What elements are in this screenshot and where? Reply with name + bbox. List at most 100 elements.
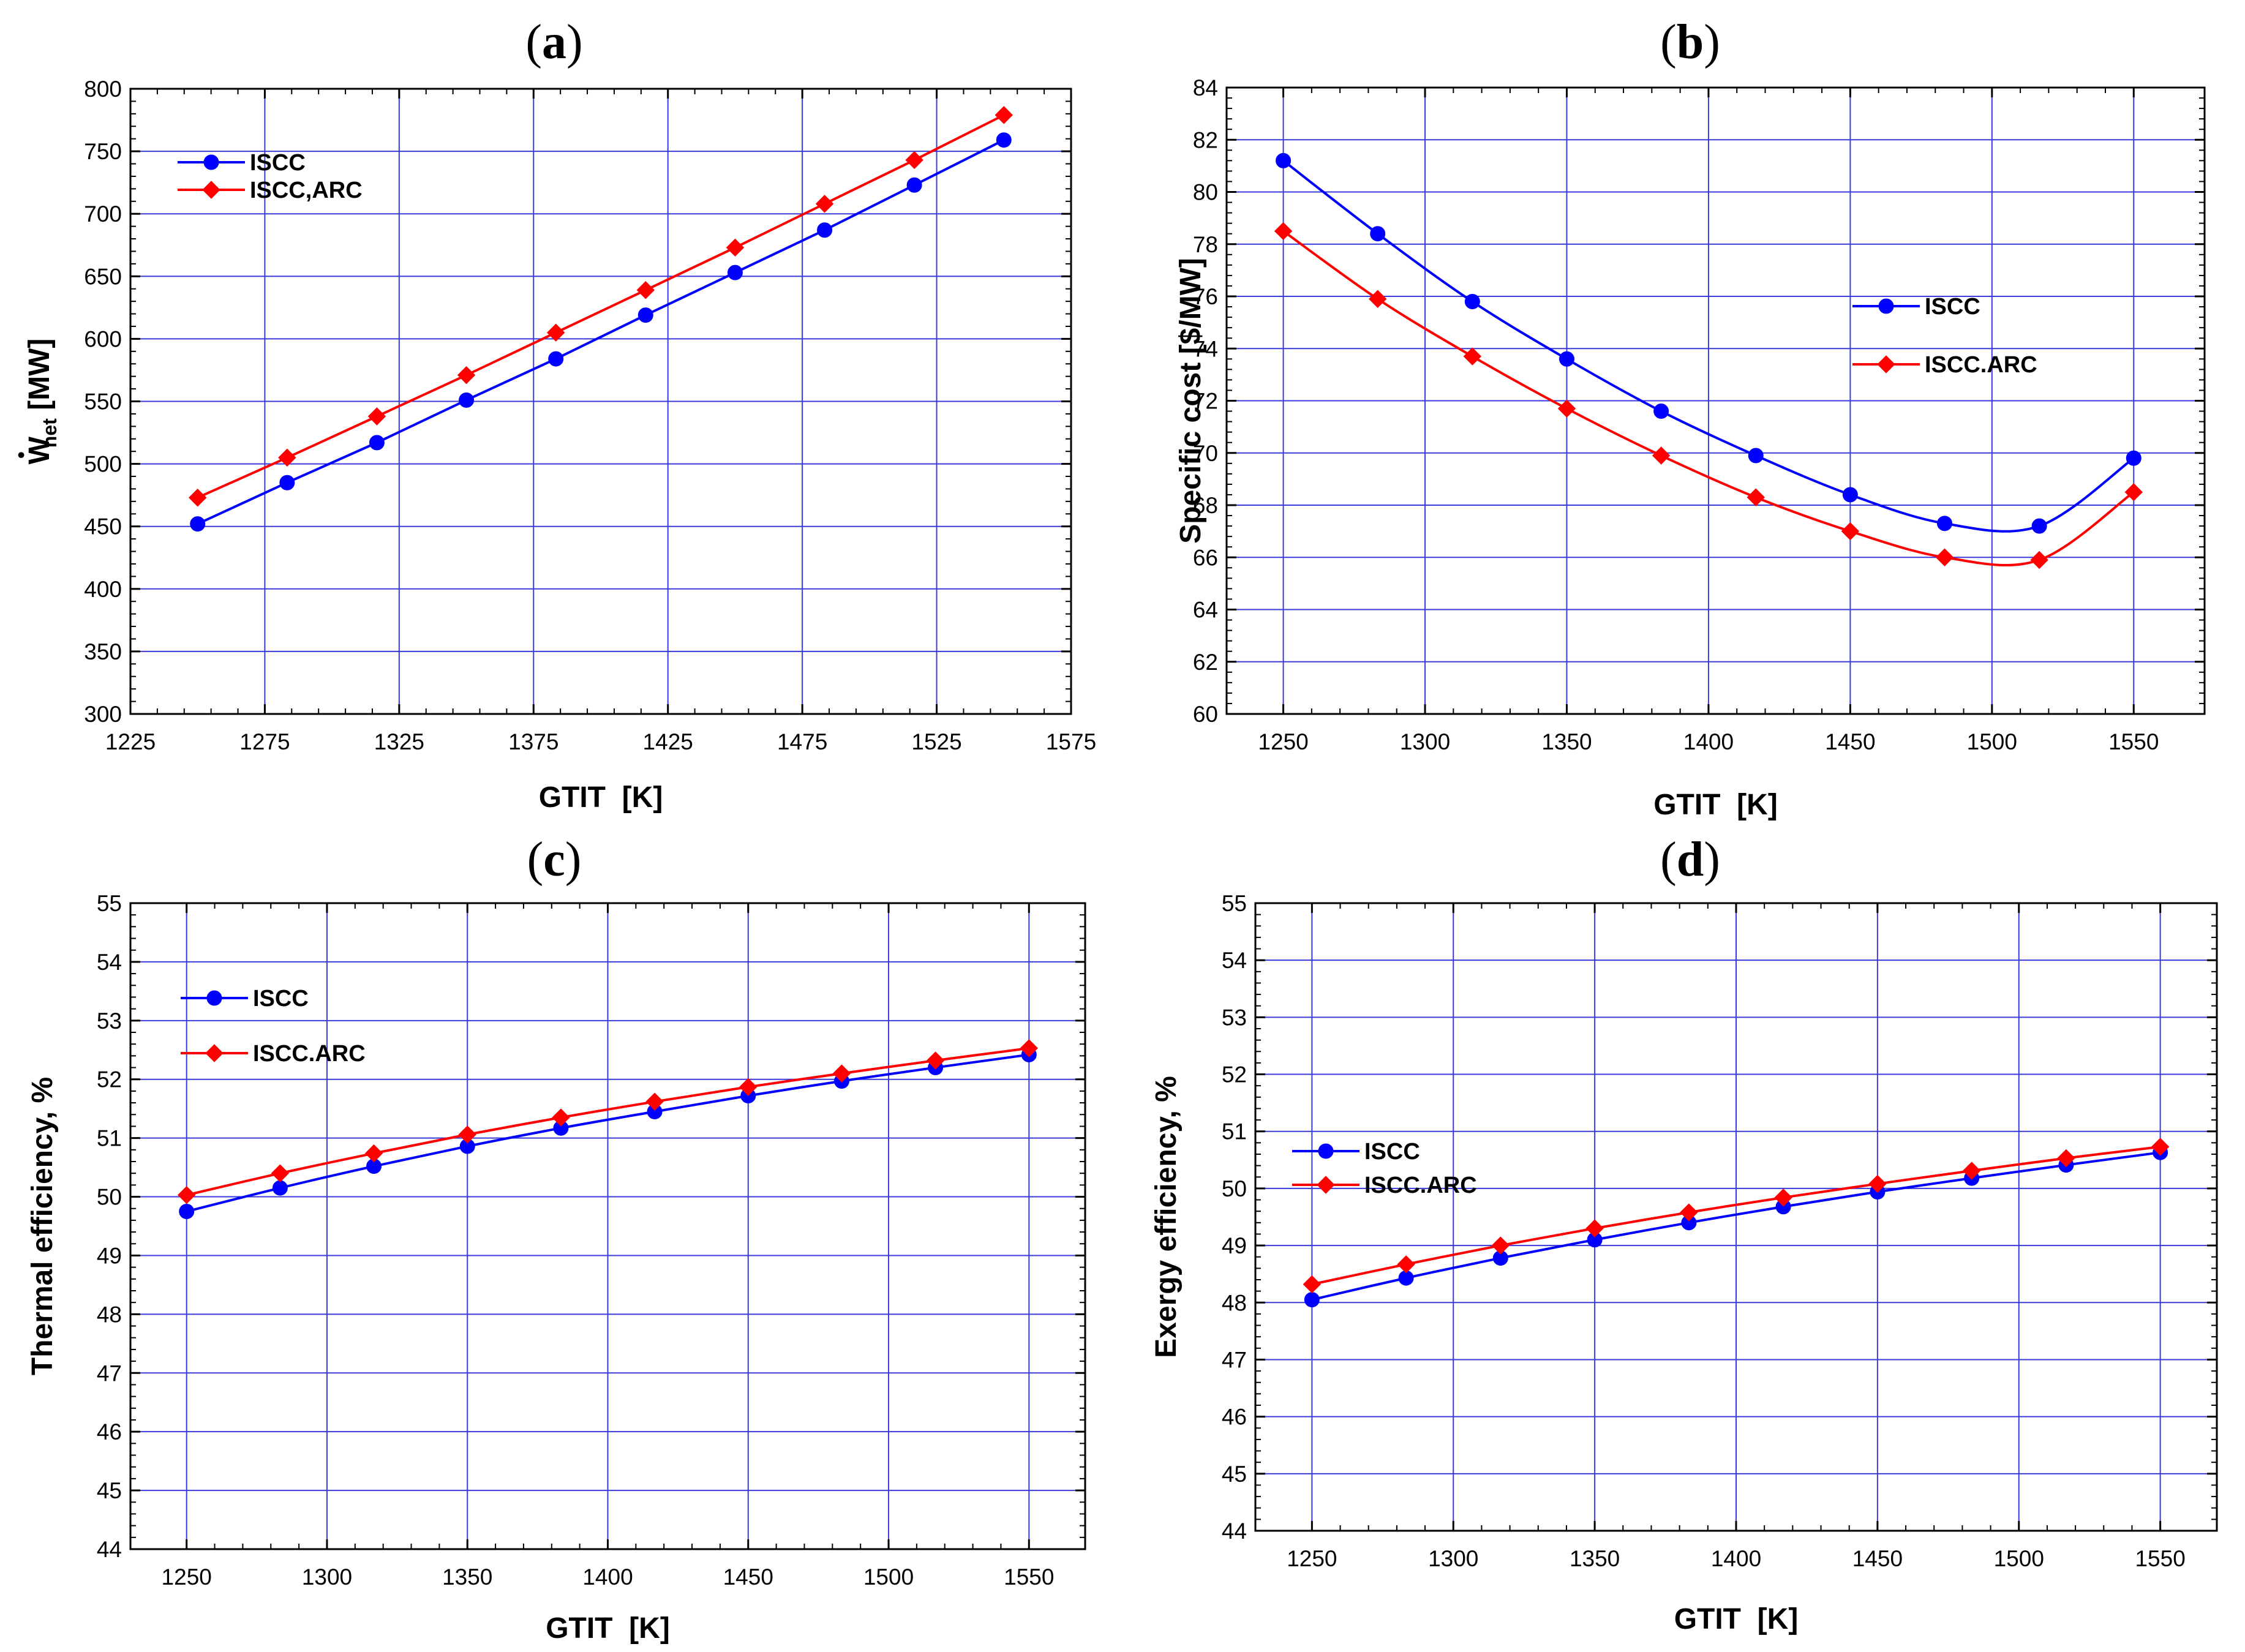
y-tick-label: 55	[97, 891, 122, 916]
grid-lines	[1255, 903, 2217, 1531]
data-point	[832, 1064, 851, 1083]
y-tick-label: 52	[1222, 1062, 1247, 1087]
y-tick-label: 700	[84, 201, 122, 227]
data-point	[552, 1108, 570, 1127]
panel-label: (d)	[1660, 833, 1720, 887]
data-point	[1276, 152, 1292, 168]
x-tick-label: 1500	[863, 1564, 914, 1590]
data-point	[1303, 1275, 1322, 1294]
legend-marker	[1877, 355, 1895, 374]
data-point	[1653, 404, 1669, 419]
data-point	[2124, 482, 2143, 501]
x-tick-label: 1400	[1711, 1546, 1761, 1571]
x-tick-label: 1425	[643, 729, 693, 754]
y-tick-label: 53	[97, 1008, 122, 1034]
series-line	[186, 1053, 1029, 1213]
x-tick-label: 1325	[374, 729, 424, 754]
data-point	[1559, 351, 1574, 367]
data-point	[905, 151, 923, 170]
data-point	[1774, 1188, 1792, 1207]
data-point	[2126, 450, 2142, 466]
y-tick-label: 350	[84, 639, 122, 664]
x-tick-label: 1475	[777, 729, 827, 754]
data-point	[278, 448, 296, 467]
y-tick-label: 78	[1193, 232, 1218, 257]
data-point	[1370, 226, 1386, 242]
y-tick-label: 54	[1222, 948, 1247, 973]
data-point	[637, 307, 653, 323]
y-tick-label: 45	[1222, 1462, 1247, 1487]
data-point	[1369, 290, 1387, 308]
y-axis-title: Thermal efficiency, %	[26, 1077, 59, 1375]
series-iscc	[1276, 152, 2142, 534]
data-point	[1937, 516, 1953, 531]
data-point	[189, 489, 207, 507]
y-tick-label: 51	[1222, 1119, 1247, 1144]
data-point	[906, 177, 922, 193]
data-point	[1557, 399, 1576, 418]
data-point	[369, 435, 385, 451]
legend-marker	[1317, 1176, 1335, 1194]
y-tick-label: 53	[1222, 1005, 1247, 1030]
x-tick-label: 1450	[1852, 1546, 1903, 1571]
data-point	[190, 516, 206, 532]
legend-label: ISCC	[1364, 1139, 1420, 1165]
legend-marker	[1878, 298, 1894, 314]
y-tick-label: 52	[97, 1067, 122, 1092]
y-tick-label: 650	[84, 264, 122, 289]
legend-entry: ISCC.ARC	[1852, 352, 2037, 378]
y-tick-label: 500	[84, 452, 122, 477]
panel-label: (a)	[525, 15, 582, 69]
data-point	[459, 392, 475, 408]
data-point	[1585, 1219, 1604, 1237]
y-tick-label: 800	[84, 77, 122, 102]
y-tick-label: 51	[97, 1126, 122, 1151]
x-tick-label: 1500	[1994, 1546, 2044, 1571]
legend-label: ISCC.ARC	[1364, 1173, 1477, 1198]
data-point	[926, 1051, 945, 1070]
data-point	[1274, 222, 1293, 241]
legend-entry: ISCC	[1292, 1139, 1420, 1165]
data-point	[547, 323, 565, 342]
data-point	[726, 238, 745, 257]
panel-label: (b)	[1660, 15, 1720, 69]
panel-d: (d) 1250 1300 1350 1400 1450 1500 1550 44 45 46 47 4…	[1150, 833, 2218, 1635]
y-tick-label: 76	[1193, 284, 1218, 309]
data-point	[1841, 522, 1860, 541]
y-tick-label: 62	[1193, 650, 1218, 675]
legend-marker	[205, 1044, 224, 1062]
x-tick-label: 1525	[911, 729, 961, 754]
x-tick-label: 1575	[1046, 729, 1096, 754]
x-axis-title: GTIT [K]	[539, 781, 663, 814]
series-iscc-arc	[1274, 222, 2143, 569]
x-tick-label: 1375	[508, 729, 558, 754]
data-point	[1935, 548, 1954, 566]
data-point	[2057, 1149, 2075, 1168]
grid-lines	[130, 903, 1085, 1549]
series-line	[1311, 1151, 2160, 1301]
y-tick-label: 50	[97, 1185, 122, 1210]
data-point	[457, 366, 476, 385]
data-point	[1463, 347, 1482, 366]
y-axis-title: W•net [MW]	[10, 339, 61, 465]
data-point	[1491, 1236, 1510, 1255]
y-axis-title: Exergy efficiency, %	[1150, 1076, 1183, 1358]
series-iscc-arc	[177, 1039, 1039, 1204]
y-tick-label: 750	[84, 139, 122, 164]
data-point	[272, 1180, 288, 1196]
y-tick-label: 50	[1222, 1176, 1247, 1201]
x-tick-label: 1275	[239, 729, 290, 754]
x-tick-label: 1500	[1967, 729, 2017, 754]
series-line	[1282, 159, 2135, 533]
x-tick-label: 1250	[162, 1564, 212, 1590]
y-tick-label: 400	[84, 577, 122, 602]
y-tick-label: 64	[1193, 598, 1218, 623]
data-point	[1397, 1255, 1415, 1274]
data-point	[1680, 1203, 1698, 1222]
data-point	[995, 106, 1013, 124]
data-point	[727, 265, 743, 280]
data-point	[1304, 1292, 1320, 1308]
x-tick-label: 1350	[1570, 1546, 1620, 1571]
data-point	[996, 132, 1012, 148]
